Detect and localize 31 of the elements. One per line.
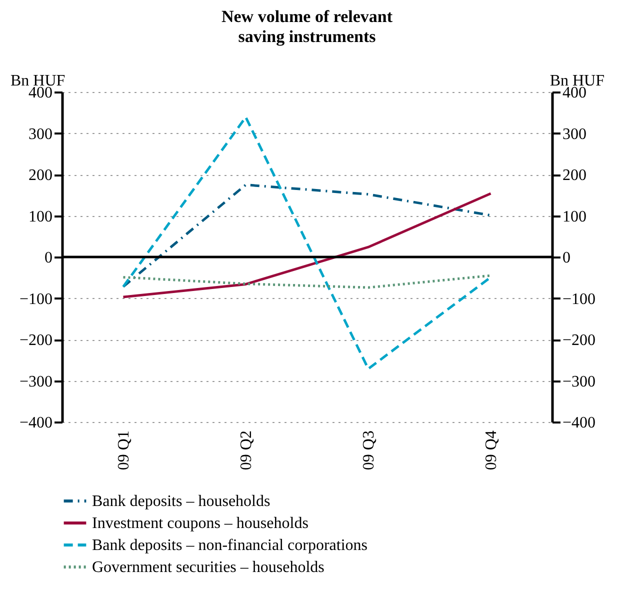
y-tick-label: 100 xyxy=(28,208,52,226)
y2-tick-label: 100 xyxy=(562,208,586,226)
y2-tick-label: −100 xyxy=(562,290,596,308)
x-tick-label: 09 Q3 xyxy=(360,430,378,470)
y2-tick-label: −300 xyxy=(562,373,596,390)
y2-tick-label: 300 xyxy=(562,126,586,143)
chart-title: New volume of relevant saving instruments xyxy=(221,7,393,46)
y-tick-label: 400 xyxy=(28,84,52,102)
line-series xyxy=(122,184,492,288)
y-tick-label: 300 xyxy=(28,126,52,143)
y-tick-label: −400 xyxy=(19,414,52,432)
legend-label: Bank deposits – households xyxy=(92,493,270,510)
y2-tick-label: 400 xyxy=(562,84,586,102)
y-tick-label: 0 xyxy=(44,250,52,266)
x-tick-label: 09 Q4 xyxy=(482,430,500,470)
x-tick-label: 09 Q2 xyxy=(238,430,255,470)
line-series xyxy=(122,116,492,370)
y-tick-label: −100 xyxy=(19,290,52,308)
y-tick-label: 200 xyxy=(28,167,52,184)
line-series xyxy=(122,192,492,298)
legend-label: Government securities – households xyxy=(92,559,324,576)
line-series xyxy=(122,274,492,289)
y2-tick-label: 0 xyxy=(562,250,570,266)
y-tick-label: −200 xyxy=(19,332,52,349)
y2-tick-label: −200 xyxy=(562,332,596,349)
y2-tick-label: 200 xyxy=(562,167,586,184)
legend-label: Bank deposits – non-financial corporations xyxy=(92,537,368,554)
y-tick-label: −300 xyxy=(19,373,52,390)
x-tick-label: 09 Q1 xyxy=(115,430,132,470)
legend-label: Investment coupons – households xyxy=(92,515,308,532)
y2-tick-label: −400 xyxy=(562,414,596,432)
